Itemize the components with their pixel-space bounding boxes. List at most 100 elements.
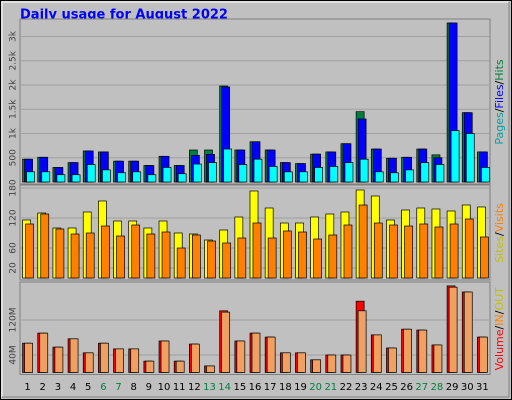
bar [223, 148, 233, 183]
x-tick-label: 10 [158, 382, 171, 393]
bar [147, 174, 157, 183]
bar [434, 226, 444, 279]
y-tick-label: 60 [9, 242, 19, 254]
x-tick-label: 24 [370, 382, 383, 393]
bar [418, 329, 428, 373]
bar [299, 171, 308, 183]
bar [327, 354, 337, 373]
bar [236, 340, 246, 373]
legend: Pages/Files/Hits [493, 59, 506, 145]
bar [84, 352, 94, 373]
x-tick-label: 16 [249, 382, 262, 393]
bar [69, 338, 79, 373]
bar [390, 172, 399, 183]
bar [237, 237, 247, 279]
x-tick-label: 26 [400, 382, 413, 393]
x-tick-label: 11 [173, 382, 186, 393]
bar [253, 158, 263, 183]
legend-separator: / [493, 310, 506, 314]
bar [359, 158, 369, 183]
bar [100, 342, 109, 373]
bar [358, 204, 368, 279]
bar [373, 222, 383, 279]
x-tick-label: 31 [476, 382, 489, 393]
bar [465, 133, 475, 183]
bar [266, 336, 276, 373]
bar [419, 223, 429, 279]
bar [176, 247, 186, 279]
x-tick-label: 18 [279, 382, 292, 393]
y-tick-label: 180 [9, 179, 19, 196]
x-tick-label: 28 [431, 382, 444, 393]
bar [464, 218, 474, 279]
bar [206, 365, 215, 373]
bar [403, 328, 412, 373]
bar [54, 346, 64, 373]
bar [193, 163, 202, 183]
x-tick-label: 25 [385, 382, 398, 393]
x-tick-label: 27 [415, 382, 428, 393]
y-tick-label: 40M [9, 345, 19, 364]
x-tick-label: 21 [324, 382, 337, 393]
x-tick-label: 20 [309, 382, 322, 393]
bar [130, 348, 140, 373]
bar [479, 336, 488, 373]
bar [177, 173, 187, 183]
x-tick-label: 17 [264, 382, 277, 393]
bar [85, 232, 95, 279]
y-tick-label: 2k [9, 79, 19, 91]
x-tick-label: 14 [218, 382, 231, 393]
bar [342, 354, 352, 373]
bar [463, 291, 473, 373]
bar [207, 240, 216, 279]
bar [162, 167, 172, 183]
bar [192, 234, 201, 279]
bar [282, 230, 292, 279]
legend-separator: / [493, 232, 506, 236]
bar [71, 174, 81, 183]
bar [389, 224, 398, 279]
bar [101, 225, 110, 279]
legend-entry: Visits [493, 203, 506, 232]
x-tick-label: 12 [188, 382, 201, 393]
bar [70, 233, 80, 279]
y-tick-label: 120 [9, 209, 19, 226]
bar [131, 224, 141, 279]
legend-entry: Sites [493, 236, 506, 263]
x-tick-label: 19 [294, 382, 307, 393]
legend-entry: Pages [493, 112, 506, 145]
x-tick-label: 7 [115, 382, 121, 393]
bar [372, 334, 382, 373]
bar [268, 166, 278, 183]
legend-separator: / [493, 80, 506, 84]
bar [357, 310, 367, 373]
bar [222, 242, 232, 279]
legend-entry: OUT [493, 287, 506, 311]
x-tick-label: 23 [355, 382, 368, 393]
bar [329, 166, 339, 183]
bar [238, 164, 248, 183]
bar [297, 352, 306, 373]
bar [448, 286, 458, 373]
bar [56, 174, 66, 183]
bar [251, 332, 261, 373]
x-tick-label: 22 [340, 382, 353, 393]
bar [283, 171, 293, 183]
bar [481, 167, 490, 183]
bar [314, 167, 323, 183]
y-tick-label: 2.5k [9, 50, 19, 70]
bar [41, 171, 51, 183]
bar [388, 347, 397, 373]
x-tick-label: 1 [24, 382, 30, 393]
bar [160, 340, 170, 373]
bar [435, 164, 445, 183]
bar [252, 222, 262, 279]
bar [102, 169, 111, 183]
x-tick-label: 9 [146, 382, 152, 393]
y-tick-label: 500 [9, 149, 19, 166]
bar [25, 223, 34, 279]
bar [374, 171, 384, 183]
bar [117, 172, 126, 183]
bar [24, 342, 33, 373]
bar [449, 223, 459, 279]
